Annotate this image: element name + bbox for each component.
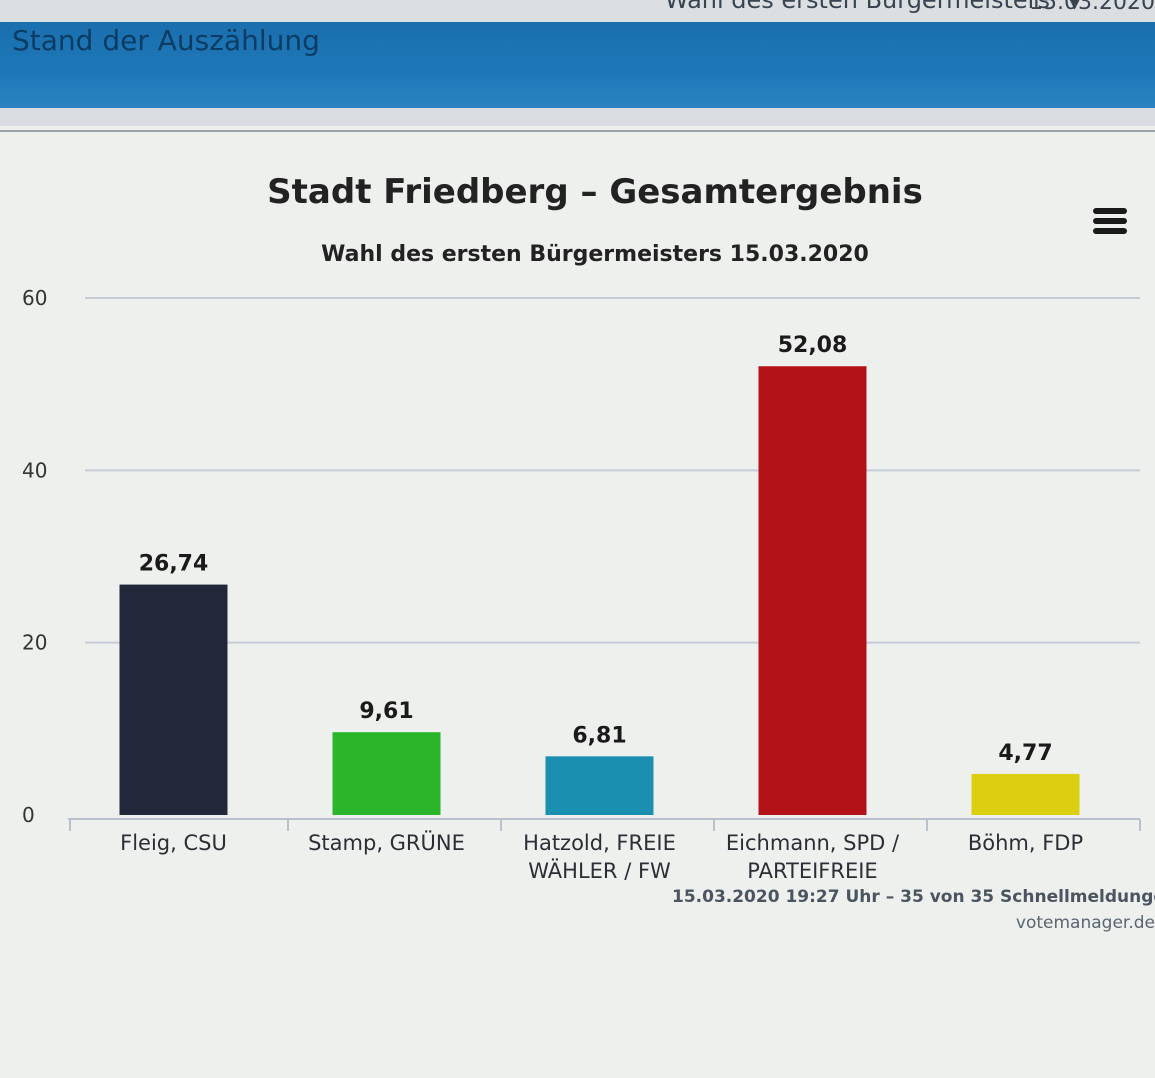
x-tick-label: Stamp, GRÜNE <box>308 830 465 855</box>
panel-divider <box>0 130 1155 132</box>
y-tick-label: 60 <box>22 286 47 310</box>
header-subbar <box>0 108 1155 126</box>
y-tick-label: 40 <box>22 458 47 482</box>
caret-down-icon[interactable]: ▼ <box>1069 0 1080 12</box>
x-tick-label: Hatzold, FREIE <box>523 831 676 855</box>
data-label: 26,74 <box>139 552 209 577</box>
bar <box>119 584 228 815</box>
data-label: 52,08 <box>778 333 848 358</box>
count-status: 15.03.2020 19:27 Uhr – 35 von 35 Schnell… <box>672 887 1155 907</box>
bar <box>971 773 1080 815</box>
data-label: 4,77 <box>998 741 1052 766</box>
x-tick-label: PARTEIFREIE <box>747 859 877 883</box>
data-label: 9,61 <box>359 699 413 724</box>
y-tick-label: 20 <box>22 631 47 655</box>
section-title: Stand der Auszählung <box>12 24 320 57</box>
source-credit: votemanager.de <box>1015 913 1155 933</box>
y-tick-label: 0 <box>22 803 35 827</box>
data-label: 6,81 <box>572 723 626 748</box>
hamburger-menu-icon[interactable] <box>1093 208 1127 234</box>
header-bar: Stand der Auszählung <box>0 22 1155 108</box>
bar <box>332 732 441 815</box>
chart-subtitle: Wahl des ersten Bürgermeisters 15.03.202… <box>321 242 869 267</box>
top-date: 15.03.2020 <box>1029 0 1155 15</box>
chart-title: Stadt Friedberg – Gesamtergebnis <box>267 172 923 212</box>
bar <box>545 756 654 815</box>
top-strip: Wahl des ersten Bürgermeisters ▼ 15.03.2… <box>0 0 1155 22</box>
x-tick-label: Böhm, FDP <box>968 831 1083 855</box>
bar <box>758 366 867 815</box>
x-tick-label: Eichmann, SPD / <box>726 831 900 855</box>
x-tick-label: WÄHLER / FW <box>528 858 671 883</box>
x-tick-label: Fleig, CSU <box>120 831 227 855</box>
election-dropdown[interactable]: Wahl des ersten Bürgermeisters <box>664 0 1050 14</box>
